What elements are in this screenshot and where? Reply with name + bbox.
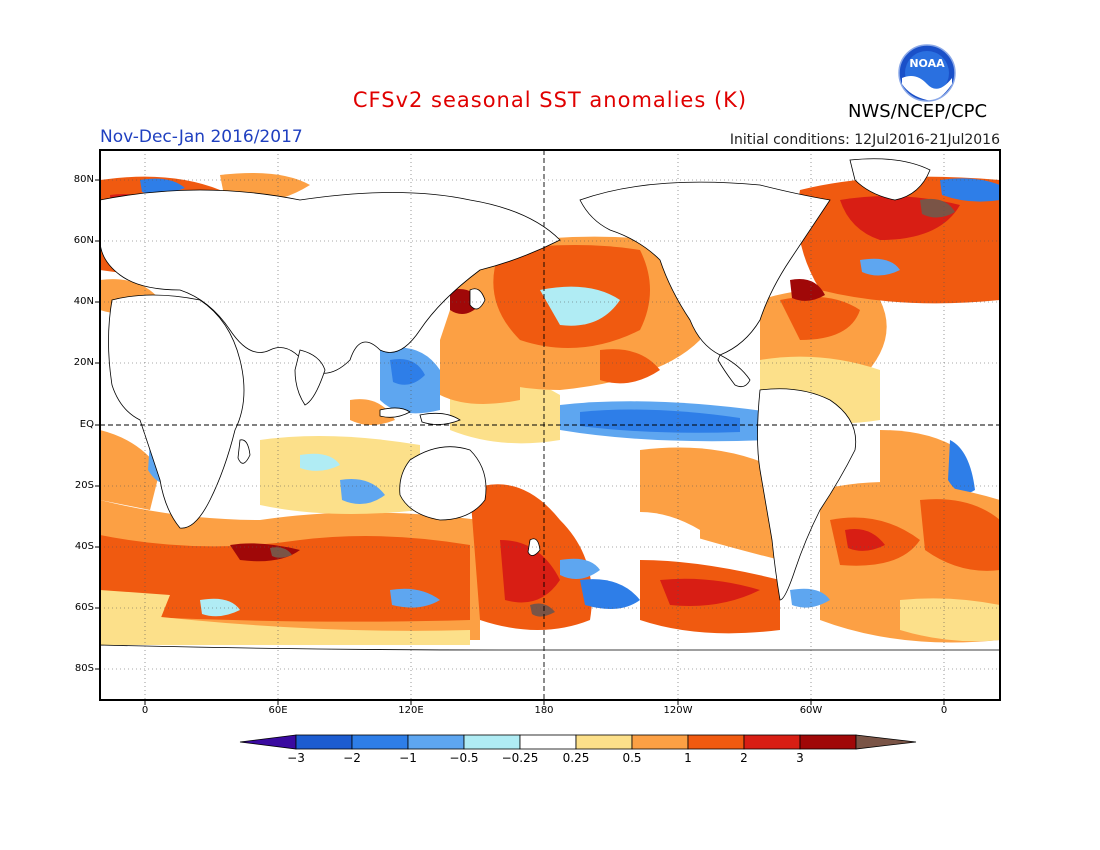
- colorbar-level-label: 2: [740, 751, 748, 765]
- colorbar-level-label: −2: [343, 751, 361, 765]
- lat-label: 20N: [73, 357, 94, 368]
- initial-conditions: Initial conditions: 12Jul2016-21Jul2016: [729, 132, 1000, 148]
- colorbar-level-label: −0.25: [501, 751, 539, 765]
- lon-label: 120W: [663, 705, 693, 716]
- lon-label: 120E: [398, 705, 424, 716]
- colorbar-level-label: 1: [684, 751, 692, 765]
- lat-label: EQ: [79, 419, 94, 430]
- anomaly-field: [100, 172, 1000, 645]
- lat-label: 60S: [74, 602, 94, 613]
- noaa-logo-icon: NOAA: [898, 44, 956, 102]
- colorbar-level-label: −0.5: [449, 751, 479, 765]
- lon-label: 0: [141, 705, 149, 716]
- lon-label: 0: [940, 705, 948, 716]
- lon-label: 60W: [799, 705, 823, 716]
- lat-label: 40S: [74, 541, 94, 552]
- colorbar-level-label: 0.25: [562, 751, 590, 765]
- lat-label: 40N: [73, 296, 94, 307]
- logo-text: NOAA: [909, 57, 945, 70]
- colorbar-level-label: 3: [796, 751, 804, 765]
- lat-label: 80S: [74, 663, 94, 674]
- colorbar-level-label: 0.5: [622, 751, 642, 765]
- forecast-period: Nov-Dec-Jan 2016/2017: [100, 127, 303, 147]
- org-label: NWS/NCEP/CPC: [848, 101, 988, 122]
- lat-label: 20S: [74, 480, 94, 491]
- colorbar-level-label: −3: [287, 751, 305, 765]
- lat-label: 80N: [73, 174, 94, 185]
- colorbar-level-label: −1: [399, 751, 417, 765]
- lon-label: 180: [534, 705, 554, 716]
- lon-label: 60E: [268, 705, 288, 716]
- lat-label: 60N: [73, 235, 94, 246]
- chart-title: CFSv2 seasonal SST anomalies (K): [352, 88, 748, 112]
- land: [100, 158, 1000, 700]
